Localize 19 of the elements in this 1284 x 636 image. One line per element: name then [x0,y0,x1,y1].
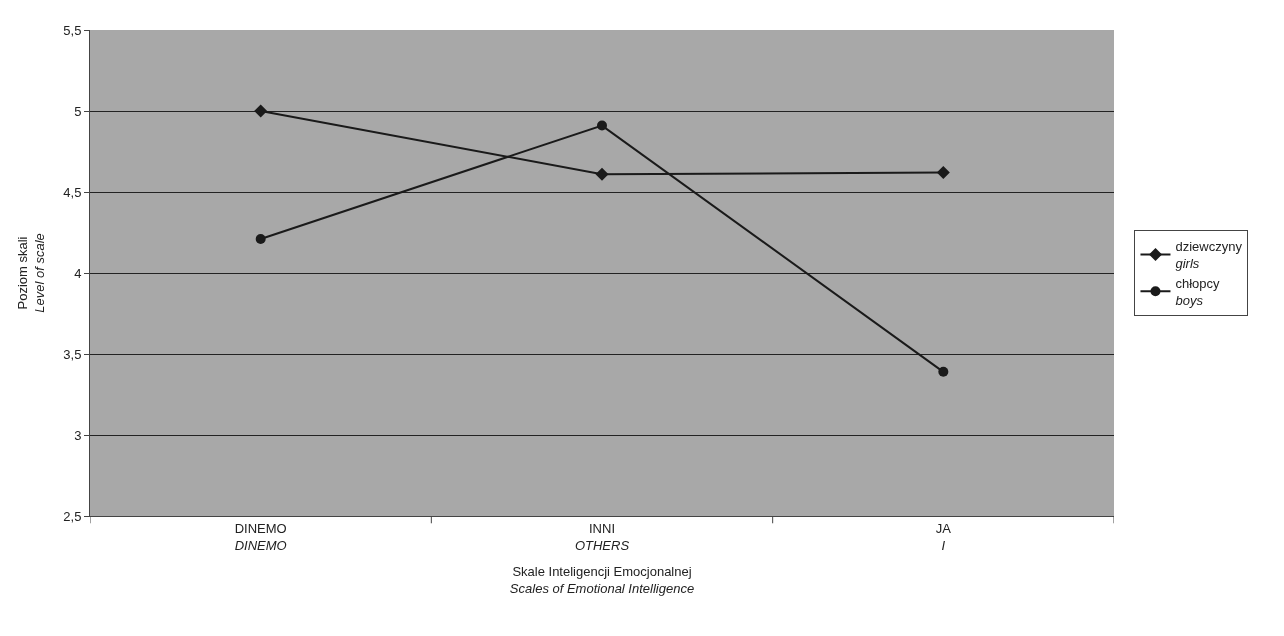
y-tick-label: 4,5 [63,184,82,200]
x-axis-title: Skale Inteligencji Emocjonalnej Scales of Emotional Intelligence [509,564,695,596]
y-tick-label: 3,5 [63,346,82,362]
point [597,120,607,131]
point [936,166,950,180]
y-tick-label: 2,5 [63,508,82,524]
y-axis-title: Poziom skali Level of scale [15,233,48,313]
x-tick-label: JA I [935,520,952,553]
x-tick-label: INNI OTHERS [574,520,630,553]
point [595,167,609,181]
y-tick-label: 3 [74,427,82,443]
point [938,366,949,377]
x-tick-label: DINEMO DINEMO [234,520,287,553]
y-tick-label: 5 [74,103,82,119]
legend-label: chłopcy boys [1175,275,1221,308]
point [255,233,266,244]
y-tick-label: 4 [74,265,82,281]
y-tick-label: 5,5 [63,22,82,38]
point [254,104,268,118]
